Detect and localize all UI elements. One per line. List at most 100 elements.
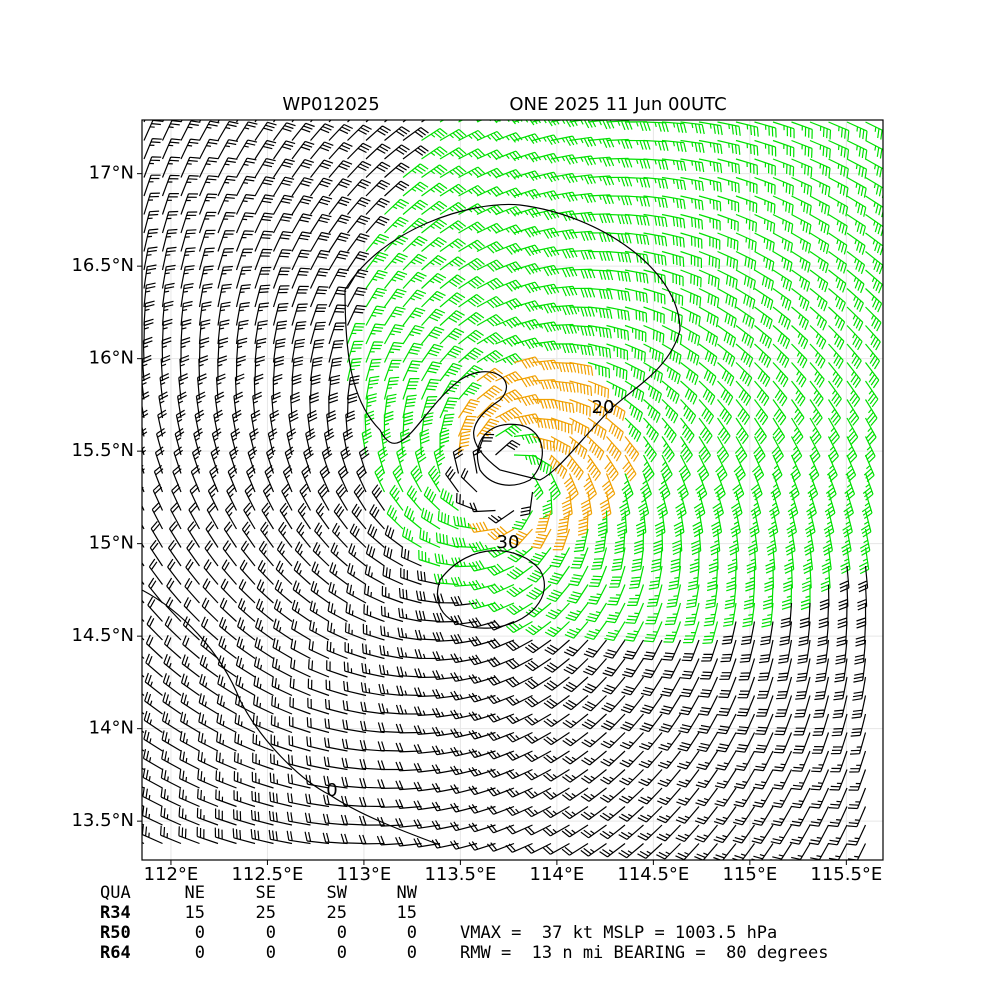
wind-barb <box>195 391 206 419</box>
wind-barb <box>269 791 293 808</box>
wind-barb <box>291 231 312 252</box>
wind-barb <box>431 745 459 756</box>
wind-barb <box>577 510 589 536</box>
wind-barb <box>395 836 422 847</box>
wind-barb <box>524 824 552 836</box>
wind-barb <box>143 729 163 752</box>
wind-barb <box>505 657 533 670</box>
wind-barb <box>662 639 682 661</box>
wind-barb <box>513 263 542 275</box>
wind-barb <box>525 621 552 636</box>
wind-barb <box>286 811 311 826</box>
wind-barb <box>846 306 864 332</box>
table-header: NW <box>397 883 418 903</box>
title-right: ONE 2025 11 Jun 00UTC <box>509 94 726 115</box>
wind-barb <box>290 658 311 678</box>
wind-barb <box>487 510 515 524</box>
wind-barb <box>561 824 589 838</box>
wind-barb <box>458 239 485 253</box>
wind-barb <box>395 742 422 753</box>
wind-barb <box>402 235 428 252</box>
wind-barb <box>543 768 570 782</box>
wind-barb <box>532 302 560 314</box>
wind-barb <box>585 602 608 623</box>
wind-barb <box>346 392 358 419</box>
wind-barb <box>821 547 832 574</box>
wind-barb <box>735 325 755 348</box>
wind-barb <box>791 213 812 235</box>
wind-barb <box>198 229 216 252</box>
wind-barb <box>865 288 883 313</box>
wind-barb <box>254 139 277 160</box>
wind-barb <box>143 156 162 178</box>
wind-barb <box>235 675 256 697</box>
wind-barb <box>587 137 615 149</box>
wind-barb <box>679 436 693 463</box>
wind-barb <box>347 233 370 252</box>
wind-barb <box>309 321 326 345</box>
wind-barb <box>656 843 681 860</box>
wind-barb <box>809 380 824 407</box>
wind-barb <box>379 645 404 660</box>
wind-barb <box>255 598 274 622</box>
wind-barb <box>282 465 293 493</box>
wind-barb <box>236 636 256 659</box>
wind-barb <box>532 359 559 371</box>
wind-barb <box>272 249 292 271</box>
wind-barb <box>550 323 577 335</box>
wind-barb <box>513 244 541 257</box>
wind-barb <box>562 713 589 729</box>
wind-barb <box>235 655 256 678</box>
wind-barb <box>328 214 351 234</box>
wind-barb <box>730 491 743 519</box>
wind-barb <box>778 639 793 664</box>
wind-barb <box>525 639 552 654</box>
wind-barb <box>828 380 842 407</box>
wind-barb <box>738 658 756 681</box>
wind-barb <box>439 292 466 308</box>
wind-barb <box>402 307 426 326</box>
contour-label: 20 <box>592 397 615 418</box>
wind-barb <box>680 213 704 230</box>
wind-barb <box>861 491 873 519</box>
contour <box>436 550 545 629</box>
wind-barb <box>495 132 523 143</box>
wind-barb <box>439 256 466 271</box>
wind-barb <box>620 713 644 732</box>
wind-barb <box>505 676 533 688</box>
wind-barb <box>217 283 232 308</box>
wind-barb <box>159 373 170 400</box>
wind-barb <box>328 232 351 252</box>
wind-barb <box>550 417 573 435</box>
wind-barb <box>809 288 828 312</box>
wind-barb <box>661 250 685 267</box>
wind-barb <box>841 528 852 556</box>
wind-barb <box>865 362 880 389</box>
wind-barb <box>346 304 367 326</box>
wind-barb <box>413 800 441 811</box>
y-tick-label: 17°N <box>89 163 134 184</box>
wind-barb <box>587 436 605 461</box>
wind-barb <box>203 559 219 585</box>
wind-barb <box>286 428 297 456</box>
wind-barb <box>787 491 799 519</box>
wind-barb <box>557 510 571 535</box>
wind-barb <box>432 651 459 661</box>
wind-barb <box>668 565 682 591</box>
wind-barb <box>606 287 631 302</box>
wind-barb <box>260 521 274 548</box>
wind-barb <box>142 768 163 789</box>
wind-barb <box>168 539 182 567</box>
wind-barb <box>542 824 570 837</box>
wind-barb <box>638 732 663 751</box>
wind-barb <box>807 473 819 501</box>
wind-barbs <box>142 120 883 860</box>
wind-barb <box>698 195 722 212</box>
x-tick-label: 113.5°E <box>424 864 496 885</box>
wind-barb <box>524 787 552 799</box>
wind-barb <box>414 668 441 679</box>
wind-barb <box>279 502 293 530</box>
wind-barb <box>550 285 578 297</box>
wind-barb <box>342 719 367 734</box>
